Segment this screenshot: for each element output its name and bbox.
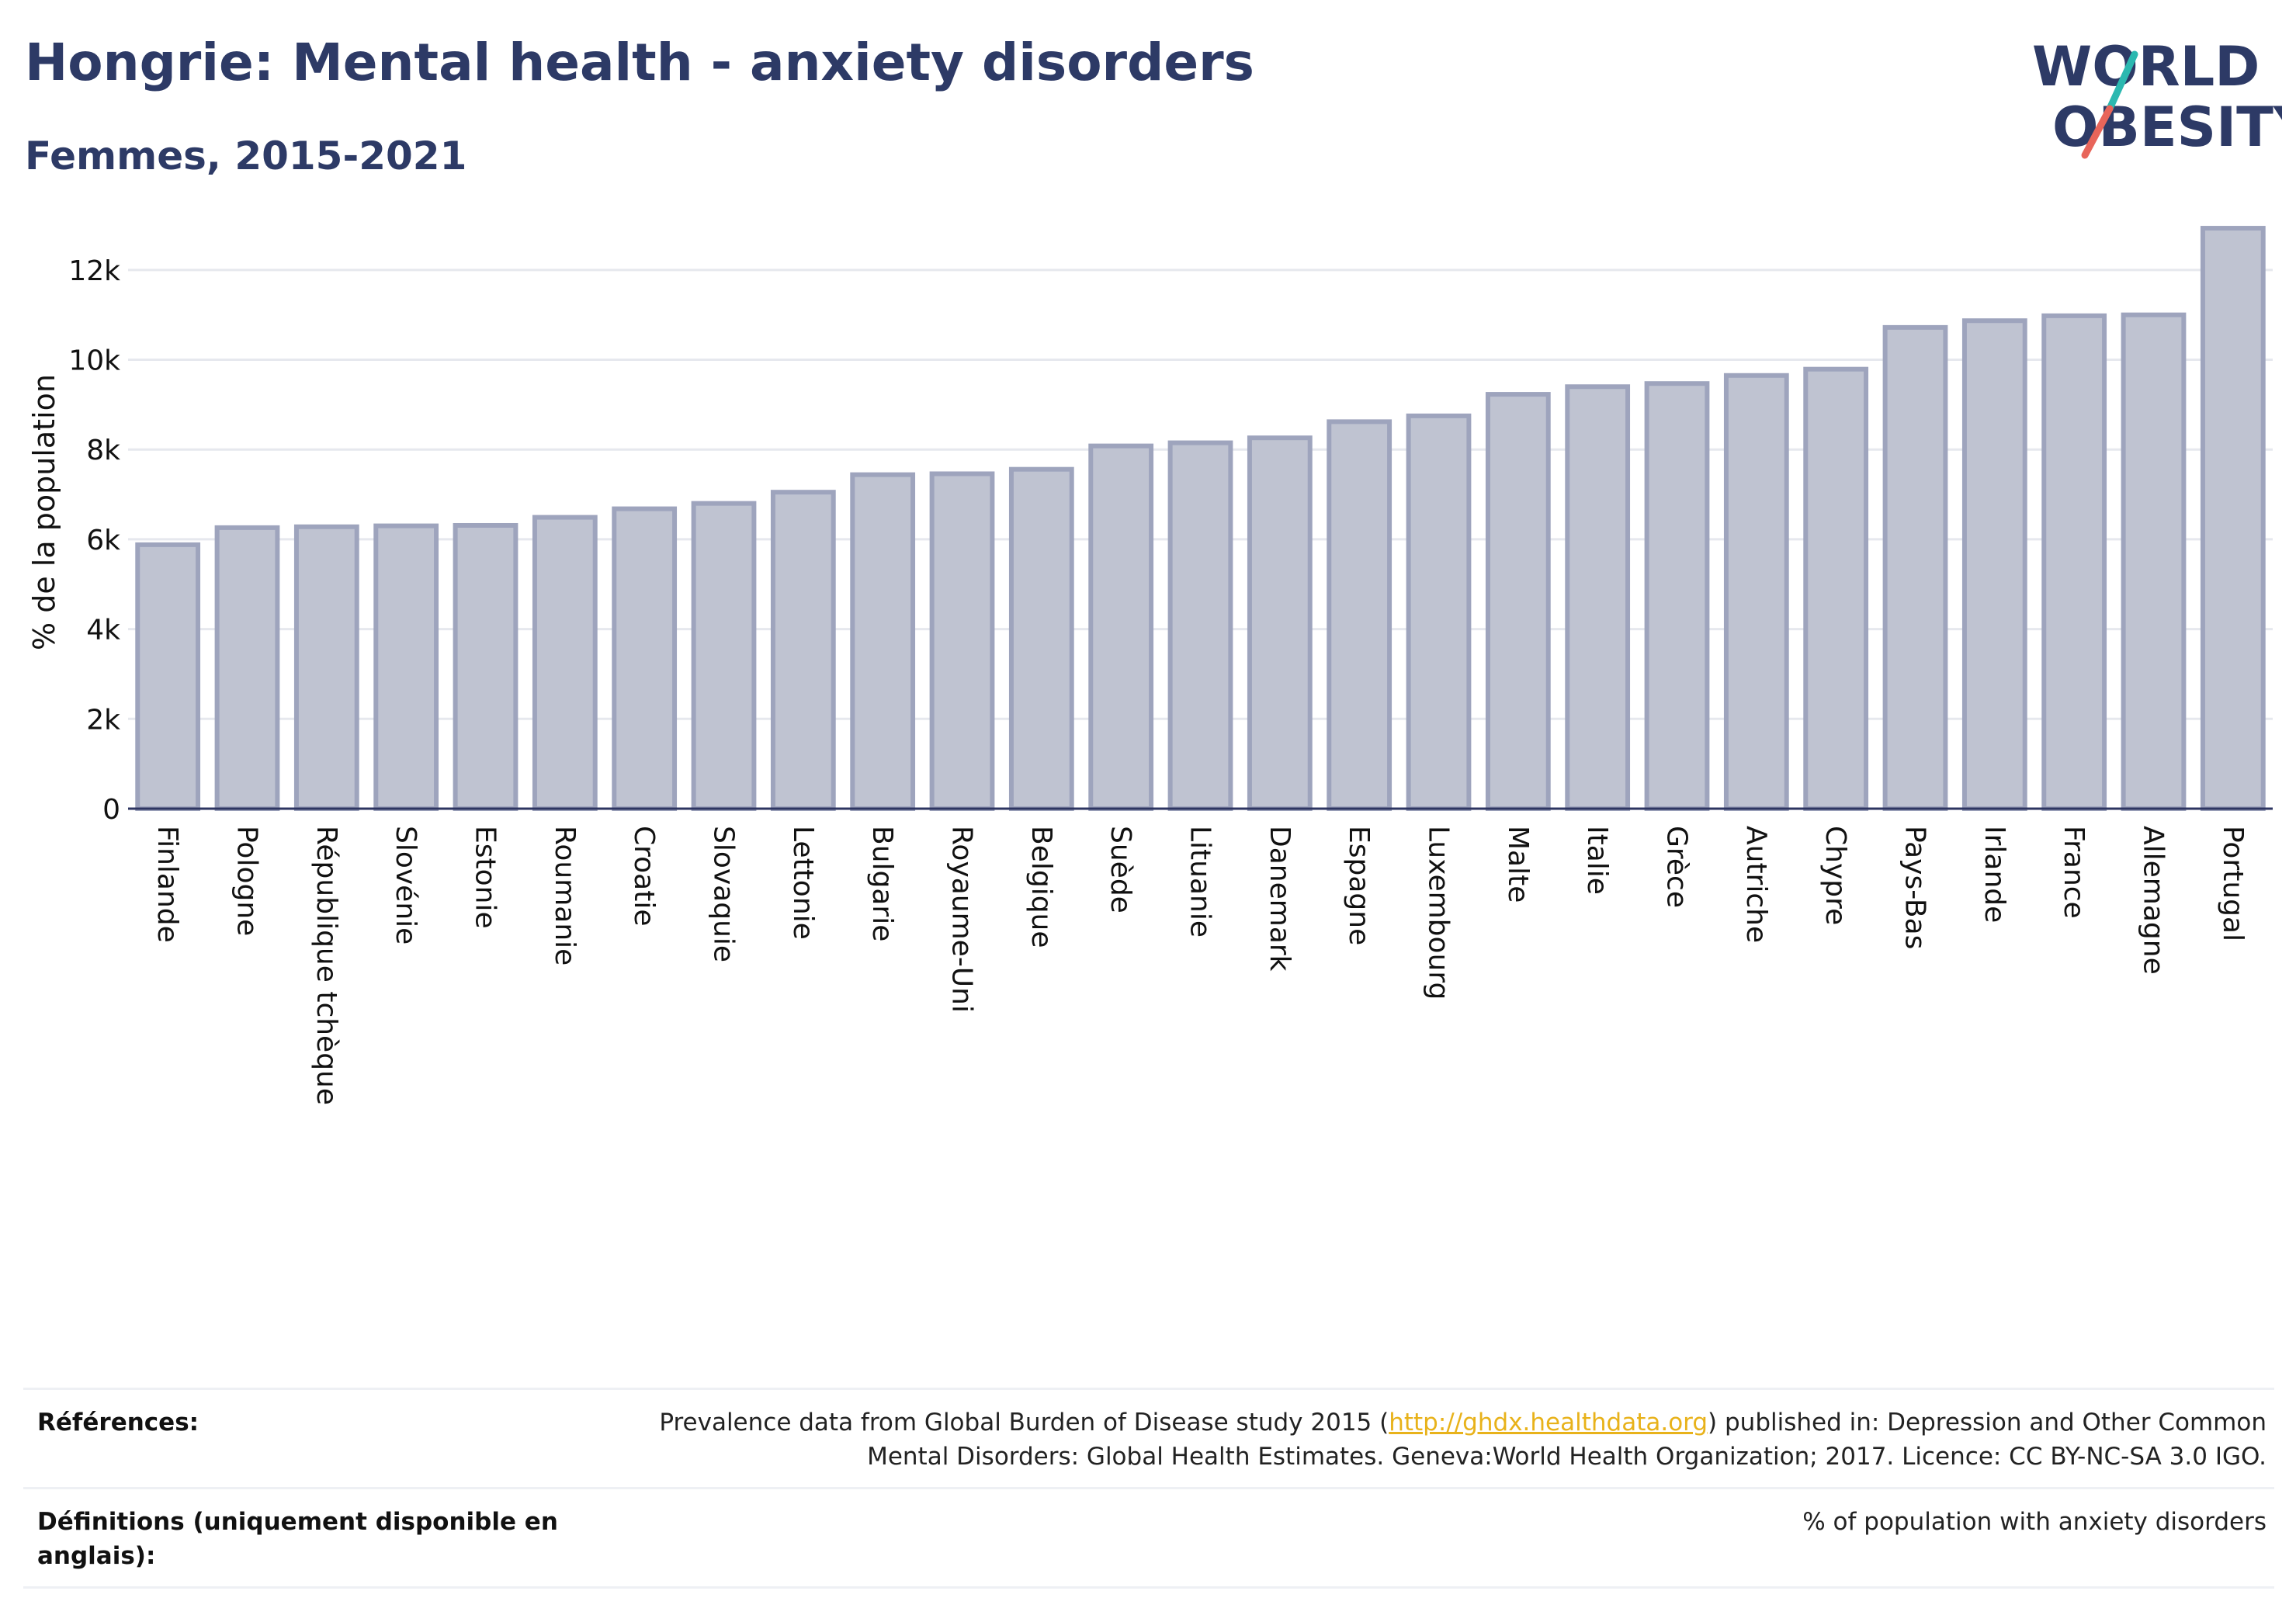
bar — [2121, 312, 2187, 811]
bars — [135, 226, 2266, 812]
x-tick-label: Pays-Bas — [1899, 826, 1931, 949]
bar — [1882, 324, 1948, 811]
references-text-after: ) published in: Depression and Other Com… — [1708, 1409, 2267, 1437]
bar — [1088, 443, 1154, 811]
bar — [373, 523, 439, 811]
bar — [1723, 373, 1789, 811]
y-tick-label: 10k — [68, 345, 120, 377]
logo-line1: WORLD — [2032, 35, 2260, 99]
logo-slash-bottom — [2081, 105, 2114, 159]
x-tick-label: Croatie — [628, 826, 660, 927]
y-tick-label: 2k — [86, 704, 120, 736]
x-tick-label: Slovaquie — [708, 826, 740, 962]
y-tick-label: 6k — [86, 525, 120, 556]
references-text: Prevalence data from Global Burden of Di… — [659, 1405, 2267, 1474]
x-tick-label: Slovénie — [390, 826, 421, 944]
x-tick-label: Autriche — [1740, 826, 1772, 943]
bar — [1961, 318, 2027, 812]
definitions-label-line1: Définitions (uniquement disponible en — [37, 1508, 558, 1536]
bar — [293, 524, 359, 811]
x-tick-label: Suède — [1105, 826, 1136, 913]
x-tick-label: Allemagne — [2138, 826, 2169, 975]
x-tick-label: Lettonie — [787, 826, 819, 940]
x-tick-label: Luxembourg — [1423, 826, 1455, 1000]
y-tick-label: 4k — [86, 615, 120, 646]
bar — [1247, 435, 1313, 812]
x-tick-label: Portugal — [2217, 826, 2249, 941]
x-tick-label: Estonie — [470, 826, 501, 929]
definitions-text: % of population with anxiety disorders — [1802, 1508, 2267, 1536]
bar — [214, 525, 280, 811]
bar — [612, 506, 678, 811]
references-row: Références: Prevalence data from Global … — [23, 1388, 2274, 1487]
logo-slash-top — [2106, 50, 2138, 113]
x-tick-label: Italie — [1581, 826, 1613, 895]
bar — [2200, 226, 2266, 811]
bar — [1485, 392, 1551, 811]
x-tick-label: Bulgarie — [866, 826, 898, 941]
bar — [135, 542, 201, 811]
x-tick-label: Espagne — [1343, 826, 1375, 945]
bar — [1644, 381, 1710, 812]
definitions-row: Définitions (uniquement disponible en an… — [23, 1487, 2274, 1589]
bar — [453, 522, 519, 811]
x-tick-label: Chypre — [1819, 826, 1851, 925]
x-tick-label: Lituanie — [1184, 826, 1216, 938]
references-section: Références: Prevalence data from Global … — [23, 1388, 2274, 1589]
x-tick-label: Belgique — [1025, 826, 1057, 948]
bar — [2041, 313, 2107, 811]
x-tick-label: Grèce — [1661, 826, 1693, 908]
bar — [1803, 366, 1869, 811]
bar — [1008, 466, 1074, 812]
references-label: Références: — [37, 1409, 199, 1437]
definitions-label: Définitions (uniquement disponible en an… — [37, 1505, 558, 1573]
y-tick-label: 8k — [86, 435, 120, 466]
x-tick-label: République tchèque — [310, 826, 342, 1105]
x-tick-label: Royaume-Uni — [946, 826, 978, 1013]
y-tick-label: 12k — [68, 255, 120, 287]
bar — [929, 471, 995, 812]
x-tick-label: Danemark — [1264, 826, 1295, 972]
y-axis-label: % de la population — [27, 374, 61, 650]
x-tick-label: France — [2058, 826, 2090, 919]
references-link[interactable]: http://ghdx.healthdata.org — [1389, 1409, 1708, 1437]
bar — [1565, 384, 1631, 811]
y-tick-label: 0 — [102, 794, 120, 826]
definitions-label-line2: anglais): — [37, 1542, 156, 1570]
references-line2: Mental Disorders: Global Health Estimate… — [867, 1443, 2267, 1471]
axes: 0 2k 4k 6k 8k 10k 12k Finlande Pologne République… — [68, 255, 2273, 1105]
bar — [1167, 440, 1233, 811]
x-tick-label: Malte — [1502, 826, 1534, 903]
x-tick-label: Finlande — [151, 826, 183, 943]
bar — [691, 501, 757, 812]
x-tick-label: Irlande — [1979, 826, 2010, 923]
world-obesity-logo: WORLD OBESITY — [2032, 35, 2282, 159]
chart-title: Hongrie: Mental health - anxiety disorde… — [25, 33, 1254, 92]
bar-chart: 0 2k 4k 6k 8k 10k 12k Finlande Pologne République… — [27, 226, 2273, 1105]
bar — [1327, 419, 1393, 811]
references-text-before: Prevalence data from Global Burden of Di… — [659, 1409, 1389, 1437]
bar — [532, 515, 598, 812]
bar — [850, 472, 916, 812]
references-line1: Prevalence data from Global Burden of Di… — [659, 1405, 2267, 1440]
bar — [770, 490, 836, 812]
x-tick-label: Roumanie — [549, 826, 581, 965]
bar — [1406, 413, 1472, 811]
x-tick-label: Pologne — [231, 826, 263, 936]
chart-subtitle: Femmes, 2015-2021 — [25, 133, 467, 178]
